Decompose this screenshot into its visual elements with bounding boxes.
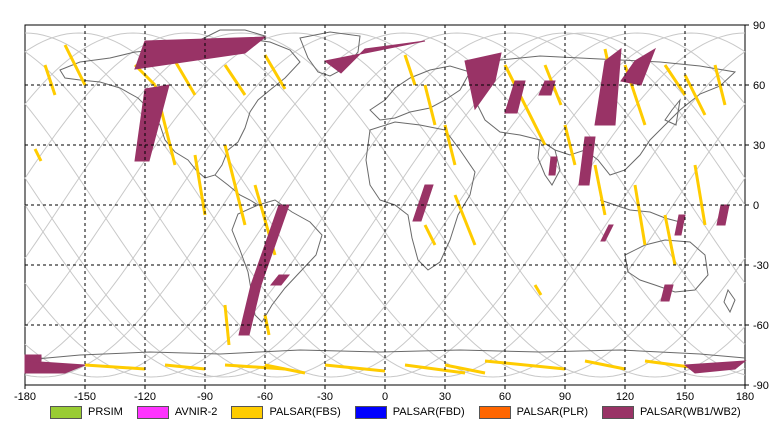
- wb-swath: [134, 84, 170, 162]
- legend-swatch: [354, 405, 387, 419]
- wb-swath: [683, 360, 747, 374]
- fbs-swath: [404, 363, 466, 375]
- x-tick-label: 60: [499, 391, 511, 403]
- y-tick-label: -30: [753, 260, 769, 272]
- graticule: [25, 25, 745, 385]
- legend-item: PALSAR(PLR): [478, 405, 588, 419]
- wb-swath: [538, 80, 556, 96]
- wb-swath: [594, 47, 622, 126]
- fbs-swath: [633, 184, 647, 246]
- y-tick-label: 30: [753, 140, 765, 152]
- fbs-swath: [173, 60, 197, 96]
- fbs-swath: [403, 54, 417, 86]
- wb-swath: [578, 136, 596, 186]
- fbs-swath: [533, 284, 543, 296]
- wb-swath: [269, 274, 291, 286]
- wb-swath: [504, 80, 526, 114]
- wb-swath: [660, 284, 674, 302]
- y-tick-label: 90: [753, 20, 765, 32]
- wb-swath: [548, 156, 558, 176]
- fbs-swath: [423, 224, 437, 246]
- fbs-swath: [584, 359, 626, 371]
- legend-label: PRSIM: [88, 406, 123, 418]
- fbs-swath: [84, 363, 146, 371]
- fbs-swath: [223, 64, 247, 96]
- y-tick-label: -60: [753, 320, 769, 332]
- y-tick-label: -90: [753, 380, 769, 392]
- wb-swath: [716, 204, 730, 226]
- wb-swath: [620, 47, 656, 86]
- legend-label: PALSAR(WB1/WB2): [640, 406, 741, 418]
- legend-item: PRSIM: [50, 405, 123, 419]
- x-tick-label: 0: [382, 391, 388, 403]
- fbs-swath: [663, 64, 687, 96]
- wb-swath: [24, 354, 42, 362]
- wb-swath: [134, 36, 267, 70]
- x-tick-label: -120: [134, 391, 156, 403]
- fbs-swath: [33, 148, 43, 162]
- legend-item: PALSAR(WB1/WB2): [602, 405, 741, 419]
- wb-swath: [323, 40, 426, 74]
- fbs-swath: [693, 164, 707, 226]
- fbs-swath: [264, 363, 306, 375]
- y-tick-label: 0: [753, 200, 759, 212]
- y-tick-label: 60: [753, 80, 765, 92]
- legend-swatch: [50, 405, 82, 419]
- x-tick-label: -90: [197, 391, 213, 403]
- x-tick-label: -60: [257, 391, 273, 403]
- fbs-swath: [223, 144, 247, 226]
- fbs-swath: [663, 214, 677, 266]
- legend-label: AVNIR-2: [174, 406, 218, 418]
- legend-label: PALSAR(PLR): [516, 406, 588, 418]
- x-tick-label: -30: [317, 391, 333, 403]
- x-tick-label: 30: [439, 391, 451, 403]
- fbs-swath: [563, 124, 577, 166]
- fbs-swath: [683, 74, 707, 116]
- swath-layer: [24, 36, 747, 375]
- wb-swath: [674, 214, 686, 236]
- legend-swatch: [478, 405, 511, 419]
- fbs-swath: [43, 64, 57, 96]
- legend-item: PALSAR(FBS): [231, 405, 341, 419]
- fbs-swath: [713, 64, 727, 106]
- fbs-swath: [453, 194, 477, 246]
- fbs-swath: [484, 359, 566, 371]
- wb-swath: [464, 52, 502, 111]
- x-tick-label: 180: [736, 391, 754, 403]
- wb-swath: [412, 184, 434, 222]
- fbs-swath: [444, 363, 486, 375]
- x-tick-label: 120: [616, 391, 634, 403]
- fbs-swath: [223, 304, 231, 346]
- y-axis-ticks: 90 60 30 0 -30 -60 -90: [745, 20, 769, 392]
- fbs-swath: [324, 363, 386, 373]
- legend-label: PALSAR(FBS): [269, 406, 341, 418]
- wb-swath: [24, 360, 86, 374]
- legend-swatch: [231, 405, 264, 419]
- fbs-swath: [63, 44, 87, 86]
- x-tick-label: -180: [14, 391, 36, 403]
- legend: PRSIM AVNIR-2 PALSAR(FBS) PALSAR(FBD) PALSAR…: [50, 403, 755, 421]
- legend-swatch: [602, 405, 634, 419]
- fbs-swath: [503, 64, 547, 146]
- x-tick-label: -150: [74, 391, 96, 403]
- fbs-swath: [164, 363, 206, 371]
- fbs-swath: [443, 124, 457, 166]
- fbs-swath: [593, 164, 607, 216]
- x-tick-label: 90: [559, 391, 571, 403]
- legend-item: PALSAR(FBD): [354, 405, 465, 419]
- wb-swath: [238, 284, 262, 336]
- legend-item: AVNIR-2: [136, 405, 218, 419]
- x-tick-label: 150: [676, 391, 694, 403]
- wb-swath: [600, 224, 614, 242]
- legend-label: PALSAR(FBD): [392, 406, 465, 418]
- fbs-swath: [423, 84, 437, 126]
- fbs-swath: [263, 54, 287, 90]
- fbs-swath: [193, 154, 207, 216]
- legend-swatch: [136, 405, 169, 419]
- x-axis-ticks: -180 -150 -120 -90 -60 -30 0 30 60 90 120 150 180: [14, 385, 754, 403]
